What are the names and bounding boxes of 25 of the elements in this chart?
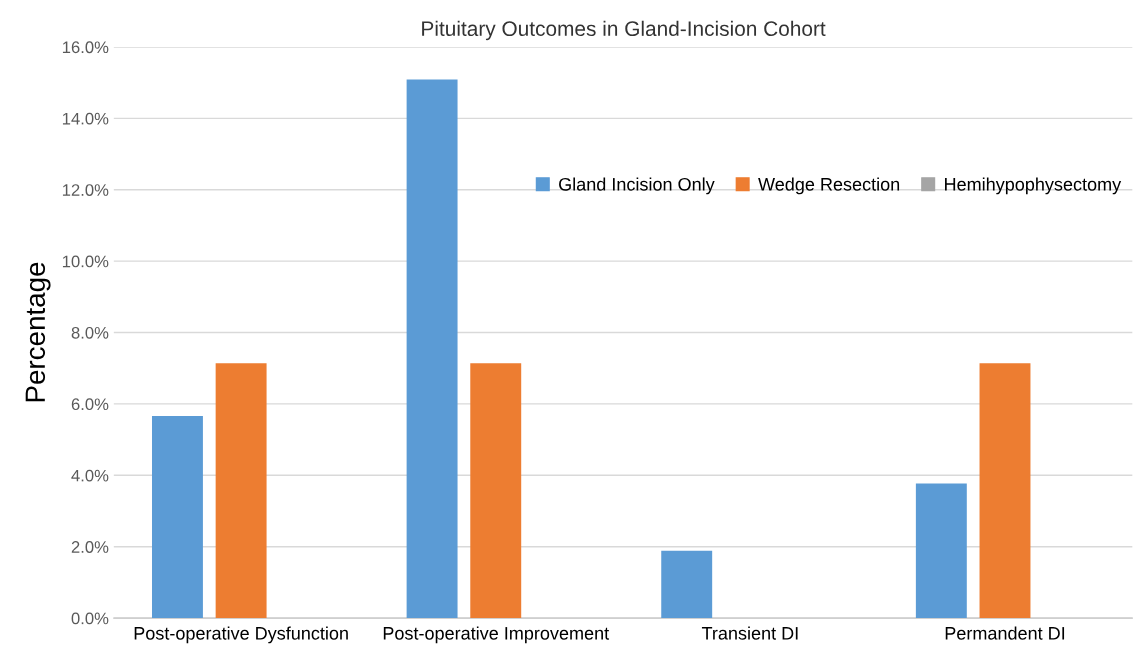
bar — [406, 79, 458, 619]
y-tick-label: 14.0% — [62, 112, 109, 125]
legend-label: Hemihypophysectomy — [945, 177, 1122, 195]
bar — [915, 483, 967, 619]
legend-label: Wedge Resection — [758, 177, 900, 195]
y-tick-label: 8.0% — [71, 326, 109, 339]
bar — [979, 363, 1031, 619]
x-tick-label: Post-operative Dysfunction — [134, 626, 348, 644]
bar — [661, 550, 713, 619]
x-tick-label: Permandent DI — [945, 626, 1065, 640]
y-tick-label: 10.0% — [62, 255, 109, 268]
bar — [151, 416, 203, 619]
y-tick-label: 12.0% — [62, 184, 109, 196]
bar — [470, 363, 522, 619]
y-tick-label: 4.0% — [71, 469, 109, 482]
y-tick-label: 0.0% — [71, 612, 109, 625]
legend-label: Gland Incision Only — [559, 177, 715, 195]
x-tick-label: Post-operative Improvement — [383, 626, 610, 644]
y-tick-label: 6.0% — [71, 398, 109, 411]
y-tick-label: 2.0% — [71, 541, 109, 553]
x-tick-label: Transient DI — [701, 626, 798, 640]
chart-title: Pituitary Outcomes in Gland-Incision Cohort — [422, 20, 826, 41]
bar — [215, 363, 267, 619]
y-axis-title: Percentage — [25, 262, 51, 402]
y-tick-label: 16.0% — [62, 41, 109, 54]
